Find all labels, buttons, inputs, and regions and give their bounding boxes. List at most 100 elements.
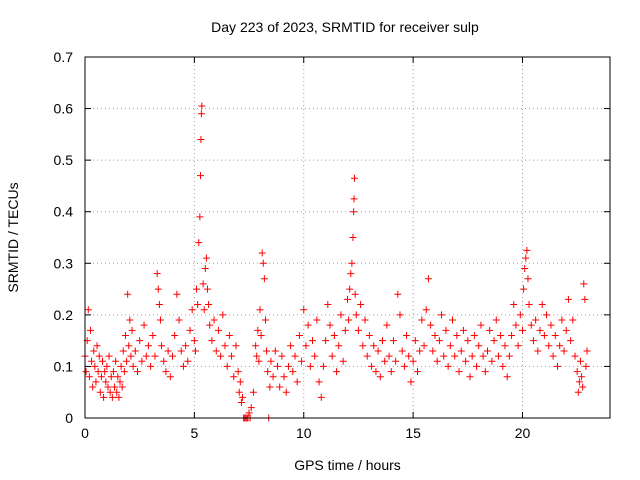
data-point [357,301,365,309]
data-point [116,378,124,386]
data-point [361,316,369,324]
x-axis-label: GPS time / hours [294,457,401,473]
data-point [486,326,494,334]
data-point [217,352,225,360]
data-point [543,311,551,319]
data-point [264,368,272,376]
data-point [123,357,131,365]
data-point [197,110,205,118]
data-point [304,321,312,329]
data-point [298,357,306,365]
data-point [101,368,109,376]
data-point [379,337,386,345]
data-point [138,357,146,365]
data-point [105,352,113,360]
data-point [449,316,456,324]
data-point [578,373,586,381]
data-point [295,331,303,339]
data-point [259,259,267,267]
data-point [197,172,204,180]
data-point [442,326,450,334]
data-point [306,362,314,370]
data-point [258,249,266,257]
data-point [208,337,216,345]
data-point [124,290,132,298]
data-point [347,270,355,278]
data-point [348,259,356,267]
data-point [576,357,584,365]
data-point [534,347,542,355]
data-point [225,331,233,339]
data-point [394,290,402,298]
data-point [582,362,590,370]
data-point [453,331,461,339]
data-point [499,362,507,370]
data-point [475,342,483,350]
data-point [109,368,117,376]
data-point [111,383,119,391]
data-point [374,347,382,355]
data-point [350,208,358,216]
y-tick-label: 0.5 [54,152,74,168]
x-tick-label: 20 [515,425,531,441]
data-point [201,264,209,272]
data-point [254,326,262,334]
data-point [95,352,103,360]
data-point [574,388,582,396]
data-point [351,174,358,182]
data-point [433,357,441,365]
data-point [311,352,319,360]
data-point [140,321,148,329]
data-point [118,383,126,391]
data-point [551,331,559,339]
data-point [149,331,157,339]
data-point [199,280,207,288]
data-point [376,373,384,381]
data-point [547,321,555,329]
data-point [169,352,176,360]
y-tick-label: 0.4 [54,204,74,220]
data-point [446,342,454,350]
data-point [175,316,183,324]
data-point [102,378,110,386]
data-point [524,275,532,283]
data-point [291,352,299,360]
x-tick-label: 10 [296,425,312,441]
grid-layer [85,57,610,418]
data-point [164,347,172,355]
data-point [516,311,524,319]
data-point [567,337,575,345]
data-point [429,347,437,355]
data-point [88,357,96,365]
data-point [104,383,112,391]
x-tick-label: 5 [190,425,198,441]
data-point [416,347,424,355]
data-point [424,275,432,283]
data-point [196,213,204,221]
plot-frame [84,56,611,419]
data-point [197,136,205,144]
data-point [156,316,164,324]
data-point [182,342,190,350]
data-point [271,347,279,355]
data-point [352,311,360,319]
data-point [260,275,268,283]
data-point [252,342,260,350]
data-point [173,290,181,298]
data-point [549,352,557,360]
data-point [405,352,413,360]
data-point [188,306,196,314]
data-point [126,316,134,324]
data-point [230,373,238,381]
data-point [581,295,589,303]
data-point [538,301,546,309]
data-points [81,102,591,422]
data-point [125,342,133,350]
data-point [540,331,548,339]
data-point [93,342,101,350]
data-point [505,352,513,360]
data-point [114,373,122,381]
data-point [527,321,535,329]
data-point [571,352,579,360]
data-point [328,352,336,360]
